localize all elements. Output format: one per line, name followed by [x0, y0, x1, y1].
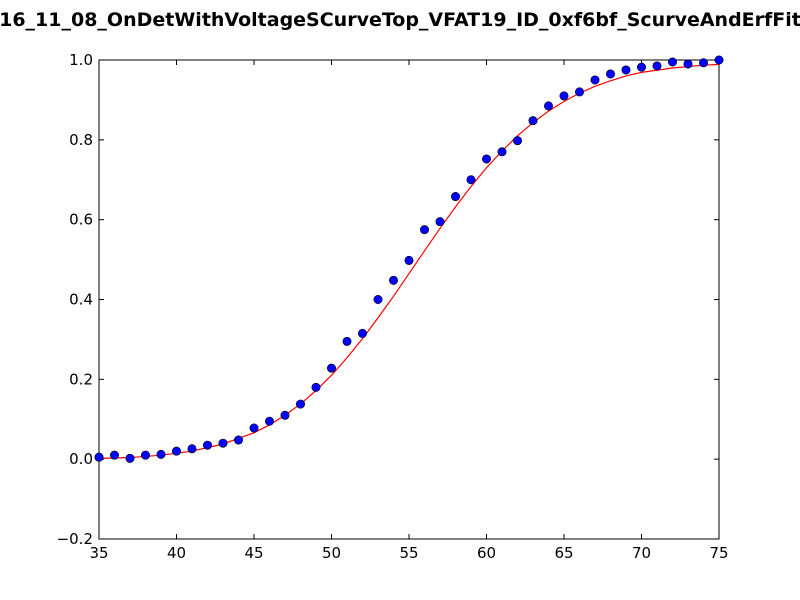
chart-title: 16_11_08_OnDetWithVoltageSCurveTop_VFAT1…: [0, 9, 800, 31]
series-layer: [94, 55, 724, 463]
data-point: [295, 399, 305, 409]
data-point: [404, 255, 414, 265]
data-point: [698, 58, 708, 68]
y-tick-label: 0.0: [69, 450, 93, 468]
x-tick-label: 55: [399, 544, 418, 562]
data-point: [636, 62, 646, 72]
data-point: [203, 440, 213, 450]
x-tick-label: 70: [632, 544, 651, 562]
data-point: [667, 57, 677, 67]
x-tick-label: 40: [167, 544, 186, 562]
data-point: [683, 59, 693, 69]
data-point: [234, 435, 244, 445]
data-point: [574, 87, 584, 97]
data-point: [326, 363, 336, 373]
data-point: [528, 116, 538, 126]
data-point: [125, 453, 135, 463]
y-tick-label: −0.2: [57, 530, 93, 548]
data-point: [94, 452, 104, 462]
data-point: [497, 147, 507, 157]
data-point: [187, 444, 197, 454]
data-point: [481, 154, 491, 164]
x-tick-label: 35: [89, 544, 108, 562]
data-point: [342, 336, 352, 346]
data-point: [249, 423, 259, 433]
data-point: [605, 69, 615, 79]
plot-area-frame: [98, 59, 720, 540]
data-point: [218, 438, 228, 448]
y-tick-label: 0.8: [69, 131, 93, 149]
data-point: [435, 217, 445, 227]
x-axis-ticks: 35 40 45 50 55 60 65 70 75: [89, 60, 729, 562]
erf-fit-line: [99, 63, 719, 459]
x-tick-label: 65: [554, 544, 573, 562]
data-point: [621, 65, 631, 75]
data-point: [156, 449, 166, 459]
data-point: [264, 416, 274, 426]
x-tick-label: 45: [244, 544, 263, 562]
y-tick-label: 0.2: [69, 370, 93, 388]
data-point: [543, 101, 553, 111]
data-point: [141, 450, 151, 460]
data-point: [559, 91, 569, 101]
data-point: [110, 450, 120, 460]
data-point: [419, 225, 429, 235]
y-tick-label: 0.6: [69, 211, 93, 229]
x-tick-label: 50: [322, 544, 341, 562]
data-point: [280, 410, 290, 420]
data-point: [311, 382, 321, 392]
data-point: [373, 294, 383, 304]
data-point: [357, 328, 367, 338]
data-point: [714, 55, 724, 65]
data-point: [590, 75, 600, 85]
data-point: [466, 175, 476, 185]
data-point: [652, 61, 662, 71]
data-point: [512, 136, 522, 146]
y-tick-label: 0.4: [69, 291, 93, 309]
data-point: [388, 275, 398, 285]
y-tick-label: 1.0: [69, 51, 93, 69]
y-axis-ticks: −0.2 0.0 0.2 0.4 0.6 0.8 1.0: [57, 51, 719, 548]
data-point: [450, 192, 460, 202]
x-tick-label: 75: [709, 544, 728, 562]
x-tick-label: 60: [477, 544, 496, 562]
data-point: [172, 446, 182, 456]
